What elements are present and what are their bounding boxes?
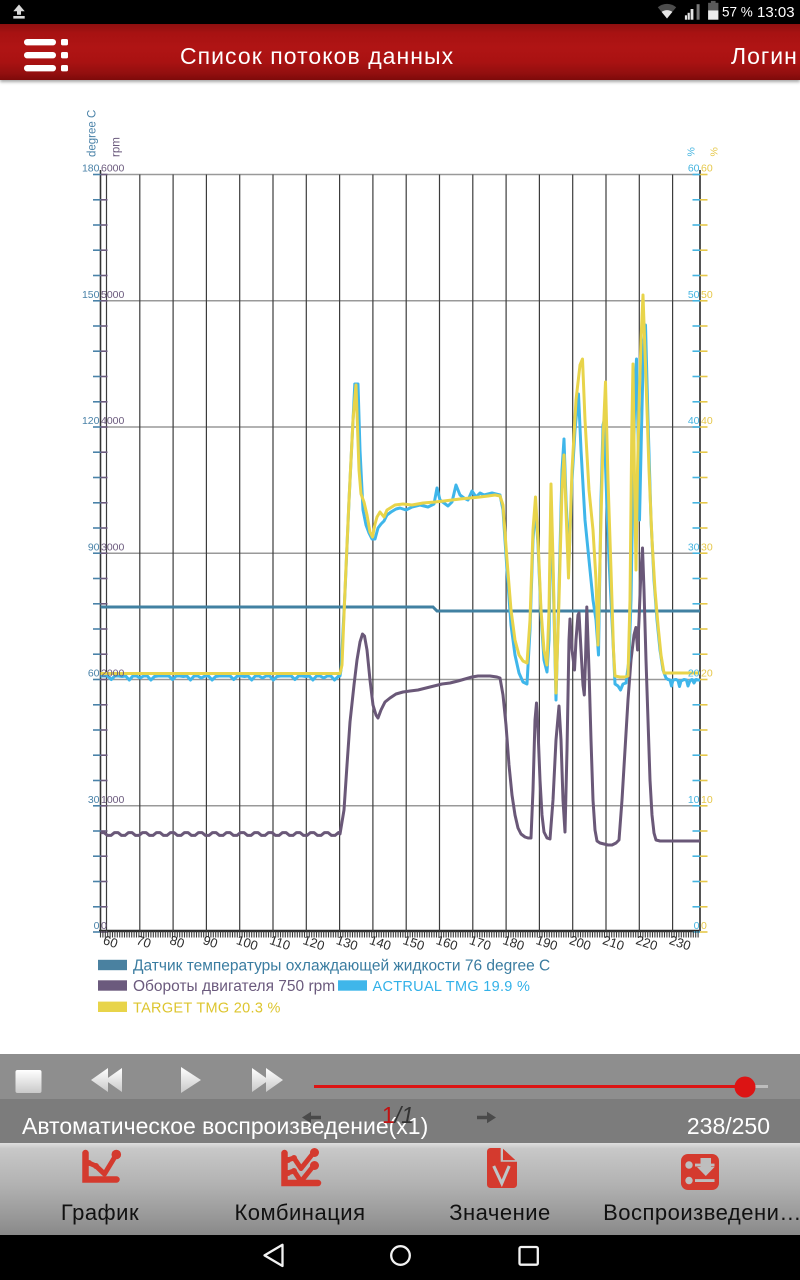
svg-text:0: 0 (694, 920, 700, 932)
svg-text:2000: 2000 (101, 668, 125, 680)
svg-text:200: 200 (568, 932, 593, 953)
svg-text:0: 0 (701, 920, 707, 932)
svg-text:0: 0 (101, 920, 107, 932)
svg-text:210: 210 (601, 932, 626, 953)
svg-text:170: 170 (468, 932, 493, 953)
svg-text:190: 190 (534, 932, 559, 953)
svg-text:ACTRUAL TMG 19.9 %: ACTRUAL TMG 19.9 % (373, 979, 531, 995)
svg-text:0: 0 (94, 920, 100, 932)
svg-text:150: 150 (401, 932, 426, 953)
svg-text:30: 30 (688, 541, 700, 553)
svg-text:110: 110 (268, 932, 292, 953)
svg-text:30: 30 (701, 541, 713, 553)
svg-text:120: 120 (301, 932, 326, 953)
svg-text:90: 90 (88, 541, 100, 553)
svg-text:Обороты двигателя 750 rpm: Обороты двигателя 750 rpm (133, 978, 335, 995)
svg-text:10: 10 (701, 794, 713, 806)
svg-text:40: 40 (688, 415, 700, 427)
svg-text:180: 180 (501, 932, 526, 953)
svg-text:Датчик температуры охлаждающей: Датчик температуры охлаждающей жидкости … (133, 958, 550, 975)
svg-text:5000: 5000 (101, 289, 125, 301)
svg-text:80: 80 (168, 932, 186, 951)
svg-text:60: 60 (688, 163, 700, 175)
svg-text:10: 10 (688, 794, 700, 806)
svg-text:120: 120 (82, 415, 100, 427)
svg-text:3000: 3000 (101, 541, 125, 553)
svg-text:TARGET TMG 20.3 %: TARGET TMG 20.3 % (133, 1000, 281, 1016)
svg-text:230: 230 (667, 932, 692, 953)
svg-text:20: 20 (688, 668, 700, 680)
svg-text:130: 130 (334, 932, 359, 953)
svg-text:50: 50 (688, 289, 700, 301)
svg-text:%: % (686, 147, 698, 156)
svg-text:70: 70 (135, 932, 153, 951)
svg-text:150: 150 (82, 289, 100, 301)
svg-text:60: 60 (101, 932, 119, 951)
svg-text:degree C: degree C (87, 110, 99, 157)
svg-text:140: 140 (368, 932, 393, 953)
svg-text:220: 220 (634, 932, 659, 953)
svg-text:6000: 6000 (101, 163, 125, 175)
svg-text:180: 180 (82, 163, 100, 175)
svg-text:rpm: rpm (111, 137, 123, 157)
svg-text:4000: 4000 (101, 415, 125, 427)
svg-text:30: 30 (88, 794, 100, 806)
svg-text:60: 60 (701, 163, 713, 175)
svg-text:%: % (709, 147, 721, 156)
svg-text:13:03: 13:03 (757, 4, 795, 21)
svg-text:1000: 1000 (101, 794, 125, 806)
svg-text:50: 50 (701, 289, 713, 301)
svg-text:100: 100 (235, 932, 260, 953)
svg-text:60: 60 (88, 668, 100, 680)
svg-text:90: 90 (201, 932, 219, 951)
svg-text:57 %: 57 % (722, 5, 753, 20)
svg-text:160: 160 (434, 932, 459, 953)
svg-text:40: 40 (701, 415, 713, 427)
svg-text:20: 20 (701, 668, 713, 680)
